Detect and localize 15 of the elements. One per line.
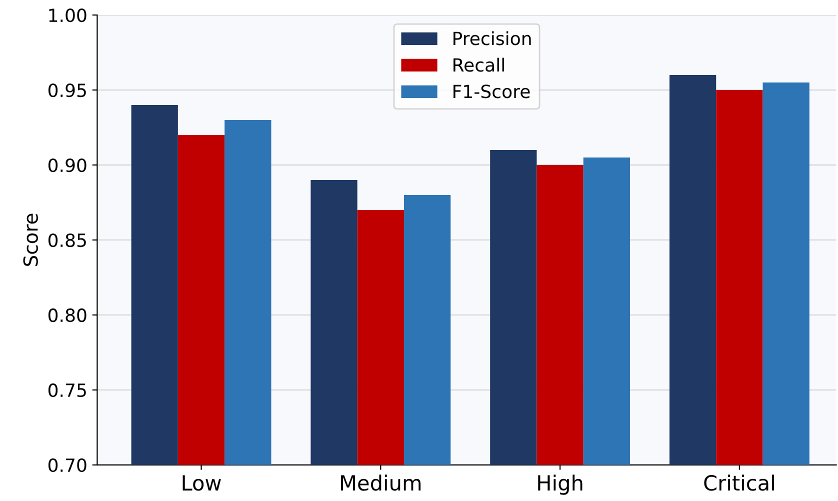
x-tick-label: High [538, 474, 582, 495]
y-tick-label: 0.90 [48, 158, 86, 172]
y-axis-title: Score [23, 214, 38, 266]
y-tick-label: 0.70 [48, 458, 86, 472]
x-tick-label: Medium [341, 474, 421, 491]
legend-label: F1-Score [454, 84, 530, 98]
y-tick-label: 0.95 [48, 83, 86, 98]
legend-label: Precision [454, 31, 531, 46]
y-tick-label: 1.00 [49, 8, 86, 22]
y-tick-label: 0.80 [48, 308, 86, 322]
legend-label: Recall [454, 58, 504, 72]
y-tick-label: 0.85 [48, 233, 86, 248]
y-tick-label: 0.75 [48, 383, 86, 398]
x-tick-label: Critical [704, 474, 774, 491]
x-tick-label: Low [182, 475, 221, 491]
